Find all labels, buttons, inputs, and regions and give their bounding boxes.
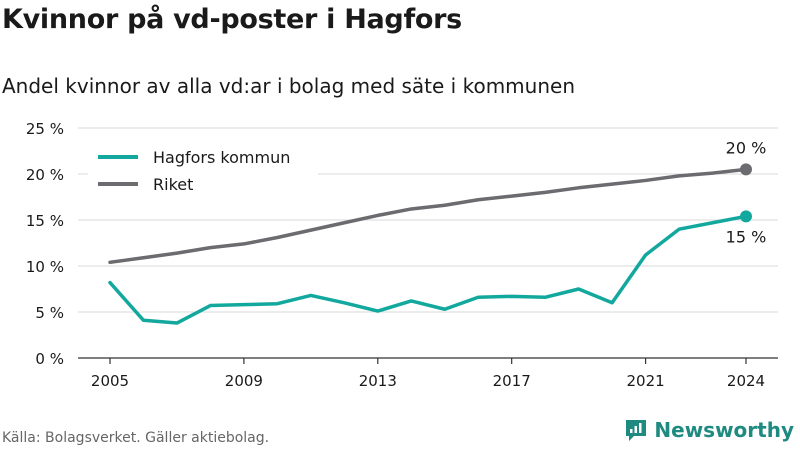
x-tick-label: 2017	[493, 372, 531, 390]
chart-title: Kvinnor på vd-poster i Hagfors	[2, 4, 462, 35]
x-tick-label: 2021	[626, 372, 664, 390]
y-tick-label: 15 %	[26, 212, 64, 230]
x-tick-label: 2013	[359, 372, 397, 390]
y-tick-label: 0 %	[35, 350, 64, 368]
chart-subtitle: Andel kvinnor av alla vd:ar i bolag med …	[2, 74, 575, 98]
series-line-0	[108, 214, 748, 325]
series-end-point-1	[740, 163, 752, 176]
x-tick-label: 2009	[225, 372, 263, 390]
brand-name: Newsworthy	[654, 418, 794, 442]
y-tick-label: 25 %	[26, 120, 64, 138]
brand-logo: Newsworthy	[624, 418, 794, 442]
x-tick-label: 2024	[727, 372, 765, 390]
end-label-riket: 20 %	[726, 138, 767, 157]
x-tick-label: 2005	[91, 372, 129, 390]
series-end-point-0	[740, 210, 752, 223]
source-note: Källa: Bolagsverket. Gäller aktiebolag.	[2, 430, 270, 446]
legend-background	[88, 142, 318, 200]
legend-label-1: Riket	[153, 175, 193, 194]
y-tick-label: 5 %	[35, 304, 64, 322]
y-tick-label: 10 %	[26, 258, 64, 276]
series-line-1	[108, 167, 748, 265]
end-label-hagfors: 15 %	[726, 227, 767, 246]
line-chart: 0 % 5 % 10 % 15 % 20 % 25 % 2005 2009 2013 2017 20…	[26, 120, 778, 390]
legend-label-0: Hagfors kommun	[153, 148, 290, 167]
newsworthy-logo-icon	[626, 420, 647, 441]
y-tick-label: 20 %	[26, 166, 64, 184]
